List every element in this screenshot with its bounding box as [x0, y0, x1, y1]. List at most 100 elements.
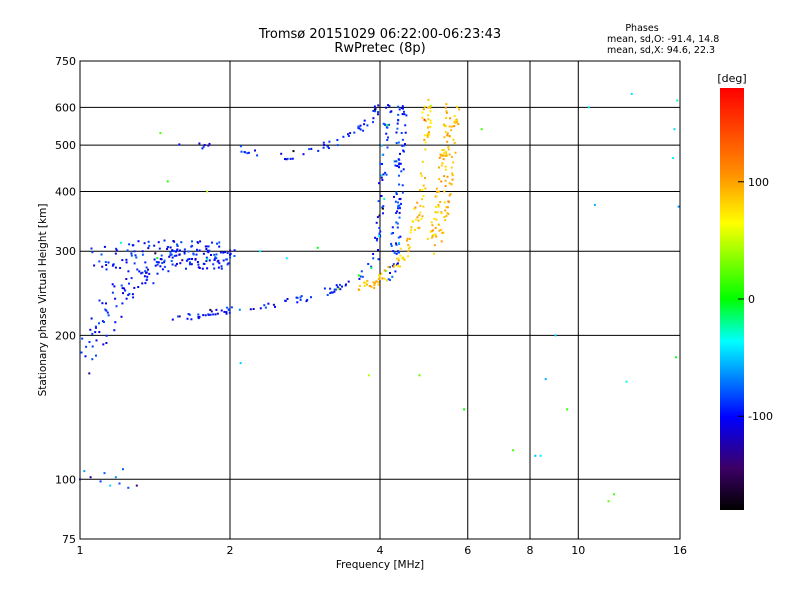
data-point [186, 317, 189, 320]
y-tick-label: 200 [55, 329, 76, 342]
data-point [280, 152, 283, 155]
data-point [446, 140, 449, 143]
data-point [210, 310, 213, 313]
data-point [220, 309, 223, 312]
data-point [398, 242, 400, 245]
data-point [187, 313, 190, 315]
data-point [143, 242, 146, 245]
data-point [198, 142, 201, 145]
data-point [436, 190, 438, 193]
info-line-x: mean, sd,X: 94.6, 22.3 [607, 45, 715, 56]
data-point [358, 284, 361, 287]
data-point [213, 267, 216, 270]
data-point [186, 258, 189, 261]
data-point [419, 189, 421, 192]
data-point [230, 306, 233, 309]
grid-lines [80, 61, 680, 539]
data-point [382, 173, 385, 176]
data-point [130, 254, 133, 257]
data-point [435, 218, 438, 221]
data-point [396, 226, 399, 229]
data-point [243, 151, 246, 153]
data-point [385, 132, 388, 135]
data-point [327, 147, 330, 150]
data-point [373, 287, 376, 289]
data-point [170, 260, 173, 262]
data-point [381, 277, 384, 280]
colorbar-tick-label: 100 [748, 176, 769, 189]
data-point [212, 263, 215, 266]
data-point [419, 204, 422, 207]
data-point [456, 105, 459, 108]
data-point [166, 180, 169, 183]
data-point [395, 191, 398, 194]
data-point [373, 105, 376, 108]
data-point [134, 254, 137, 257]
data-point [394, 164, 397, 167]
data-point [101, 320, 104, 323]
data-point [336, 139, 339, 141]
data-point [229, 249, 232, 252]
data-point [156, 263, 159, 266]
data-point [305, 300, 308, 303]
data-point [202, 314, 205, 317]
data-point [406, 239, 408, 242]
data-point [441, 162, 444, 165]
data-point [299, 296, 302, 299]
data-point [373, 284, 376, 287]
data-point [410, 226, 413, 229]
data-point [154, 264, 157, 267]
data-point [109, 484, 112, 487]
data-point [377, 281, 380, 284]
data-point [403, 113, 406, 116]
x-tick-label: 8 [527, 544, 534, 557]
data-point [429, 122, 432, 125]
data-point [395, 193, 398, 195]
data-point [131, 293, 134, 296]
data-point [345, 283, 347, 286]
data-point [443, 201, 446, 204]
data-point [444, 124, 447, 127]
data-point [183, 251, 186, 253]
data-point [396, 264, 399, 267]
data-point [376, 216, 379, 219]
data-point [176, 243, 178, 246]
data-point [377, 111, 379, 114]
data-point [392, 263, 395, 266]
data-point [222, 259, 225, 262]
data-point [554, 334, 557, 337]
data-point [103, 245, 106, 248]
data-point [133, 286, 136, 289]
data-point [169, 246, 172, 249]
data-point [455, 121, 458, 124]
data-point [362, 129, 365, 132]
data-point [336, 286, 339, 289]
data-point [286, 298, 289, 300]
data-point [445, 117, 448, 119]
data-point [177, 315, 180, 318]
data-point [391, 226, 394, 229]
data-point [438, 229, 441, 232]
data-point [370, 285, 373, 288]
data-point [426, 237, 429, 240]
data-point [444, 179, 447, 182]
data-point [445, 111, 448, 114]
data-point [188, 258, 191, 260]
data-point [430, 230, 433, 233]
data-point [434, 227, 437, 229]
data-point [426, 136, 429, 139]
data-point [105, 342, 108, 344]
data-point [357, 125, 360, 128]
data-point [387, 266, 390, 268]
data-point [90, 317, 93, 320]
data-point [208, 249, 211, 252]
data-point [451, 178, 454, 181]
data-point [289, 157, 292, 160]
data-point [384, 171, 387, 174]
data-point [120, 315, 123, 318]
data-point [377, 113, 379, 116]
data-point [173, 240, 176, 243]
data-point [227, 309, 230, 311]
data-point [173, 254, 176, 257]
data-point [229, 252, 232, 255]
